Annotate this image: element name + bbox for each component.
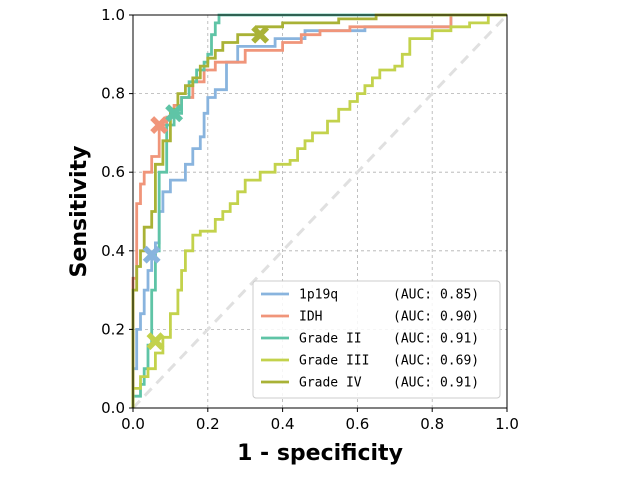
chance-diagonal: [131, 13, 509, 410]
y-tick-label: 0.2: [101, 320, 125, 338]
series-line-grade-iv: [131, 13, 507, 408]
series-line-1p19q: [131, 13, 507, 408]
legend: 1p19q (AUC: 0.85) IDH (AUC: 0.90) Grade II (A…: [252, 280, 501, 399]
x-tick-label: 0.2: [196, 415, 220, 433]
x-tick-label: 1.0: [495, 415, 519, 433]
plot-frame: [132, 14, 508, 409]
legend-series-name: Grade II: [299, 332, 362, 347]
series-layer: [131, 13, 507, 408]
x-axis-ticks: 0.0 0.2 0.4 0.6 0.8 1.0: [121, 408, 519, 433]
legend-item: IDH (AUC: 0.90): [261, 310, 479, 325]
marker-layer: [142, 25, 270, 351]
operating-point-grade-iv: [251, 25, 270, 44]
legend-item: Grade III (AUC: 0.69): [261, 354, 479, 369]
operating-point-grade-iii: [146, 332, 165, 351]
y-tick-label: 0.6: [101, 163, 125, 181]
legend-item: Grade II (AUC: 0.91): [261, 332, 479, 347]
y-tick-label: 0.0: [101, 399, 125, 417]
x-axis-title: 1 - specificity: [237, 441, 403, 466]
legend-series-name: 1p19q: [299, 288, 338, 303]
legend-auc-label: (AUC: 0.91): [393, 376, 479, 391]
y-axis-ticks: 0.0 0.2 0.4 0.6 0.8 1.0: [101, 6, 133, 417]
y-axis-title: Sensitivity: [67, 146, 92, 278]
series-line-idh: [131, 13, 507, 408]
series-line-grade-iii: [131, 13, 507, 408]
legend-item: Grade IV (AUC: 0.91): [261, 376, 479, 391]
legend-item: 1p19q (AUC: 0.85): [261, 288, 479, 303]
x-tick-label: 0.8: [420, 415, 444, 433]
legend-auc-label: (AUC: 0.91): [393, 332, 479, 347]
operating-point-grade-ii: [165, 104, 184, 123]
legend-auc-label: (AUC: 0.90): [393, 310, 479, 325]
legend-box: [252, 280, 501, 399]
legend-series-name: Grade III: [299, 354, 369, 369]
operating-point-1p19q: [142, 245, 161, 264]
legend-auc-label: (AUC: 0.69): [393, 354, 479, 369]
x-tick-label: 0.6: [345, 415, 369, 433]
legend-series-name: IDH: [299, 310, 322, 325]
y-tick-label: 0.4: [101, 242, 125, 260]
legend-series-name: Grade IV: [299, 376, 362, 391]
y-tick-label: 1.0: [101, 6, 125, 24]
x-tick-label: 0.0: [121, 415, 145, 433]
y-tick-label: 0.8: [101, 85, 125, 103]
operating-point-idh: [150, 116, 169, 134]
legend-auc-label: (AUC: 0.85): [393, 288, 479, 303]
x-tick-label: 0.4: [271, 415, 295, 433]
